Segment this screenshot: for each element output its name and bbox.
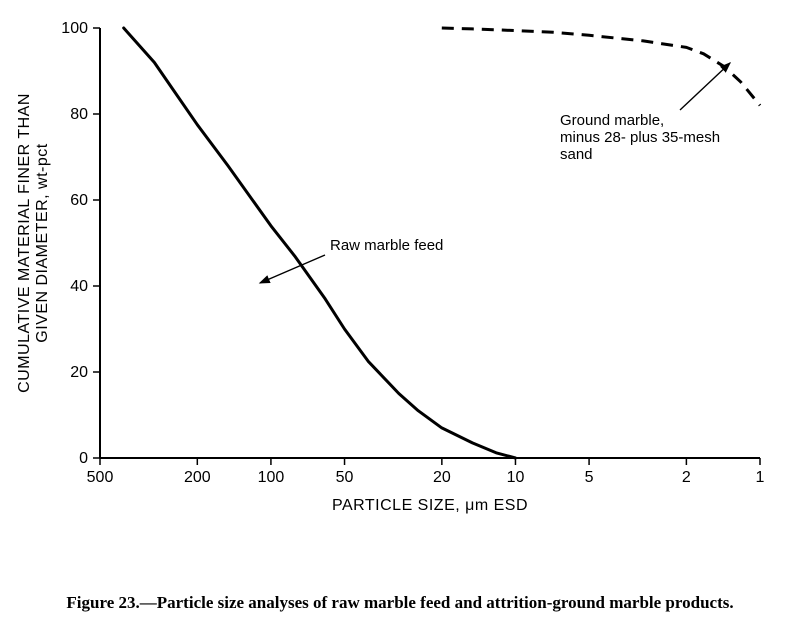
chart-svg: 0 20 40 60 80 100 500 200 100 50 20 10 5 2 1 PARTICLE S… bbox=[0, 0, 800, 560]
annotation-ground-label: Ground marble,minus 28- plus 35-meshsand bbox=[560, 112, 720, 163]
x-tick-label: 10 bbox=[507, 469, 525, 486]
y-tick-label: 60 bbox=[70, 192, 88, 209]
y-axis-title: CUMULATIVE MATERIAL FINER THANGIVEN DIAM… bbox=[16, 93, 51, 393]
y-tick-label: 20 bbox=[70, 364, 88, 381]
x-tick-label: 2 bbox=[682, 469, 691, 486]
x-tick-label: 5 bbox=[585, 469, 594, 486]
y-tick-label: 80 bbox=[70, 106, 88, 123]
annotation-raw-label: Raw marble feed bbox=[330, 237, 443, 254]
x-tick-label: 100 bbox=[258, 469, 285, 486]
x-tick-label: 1 bbox=[756, 469, 765, 486]
annotation-arrow-raw-label bbox=[260, 255, 325, 283]
y-tick-label: 40 bbox=[70, 278, 88, 295]
x-axis-title: PARTICLE SIZE, μm ESD bbox=[332, 497, 528, 514]
y-tick-label: 100 bbox=[61, 20, 88, 37]
figure-caption: Figure 23.—Particle size analyses of raw… bbox=[0, 593, 800, 613]
x-tick-label: 500 bbox=[87, 469, 114, 486]
figure-container: 0 20 40 60 80 100 500 200 100 50 20 10 5 2 1 PARTICLE S… bbox=[0, 0, 800, 631]
annotation-arrow-ground-label bbox=[680, 63, 730, 110]
x-tick-label: 20 bbox=[433, 469, 451, 486]
y-tick-label: 0 bbox=[79, 450, 88, 467]
series-1 bbox=[442, 28, 760, 105]
x-tick-label: 200 bbox=[184, 469, 211, 486]
x-tick-label: 50 bbox=[336, 469, 354, 486]
series-0 bbox=[124, 28, 516, 458]
